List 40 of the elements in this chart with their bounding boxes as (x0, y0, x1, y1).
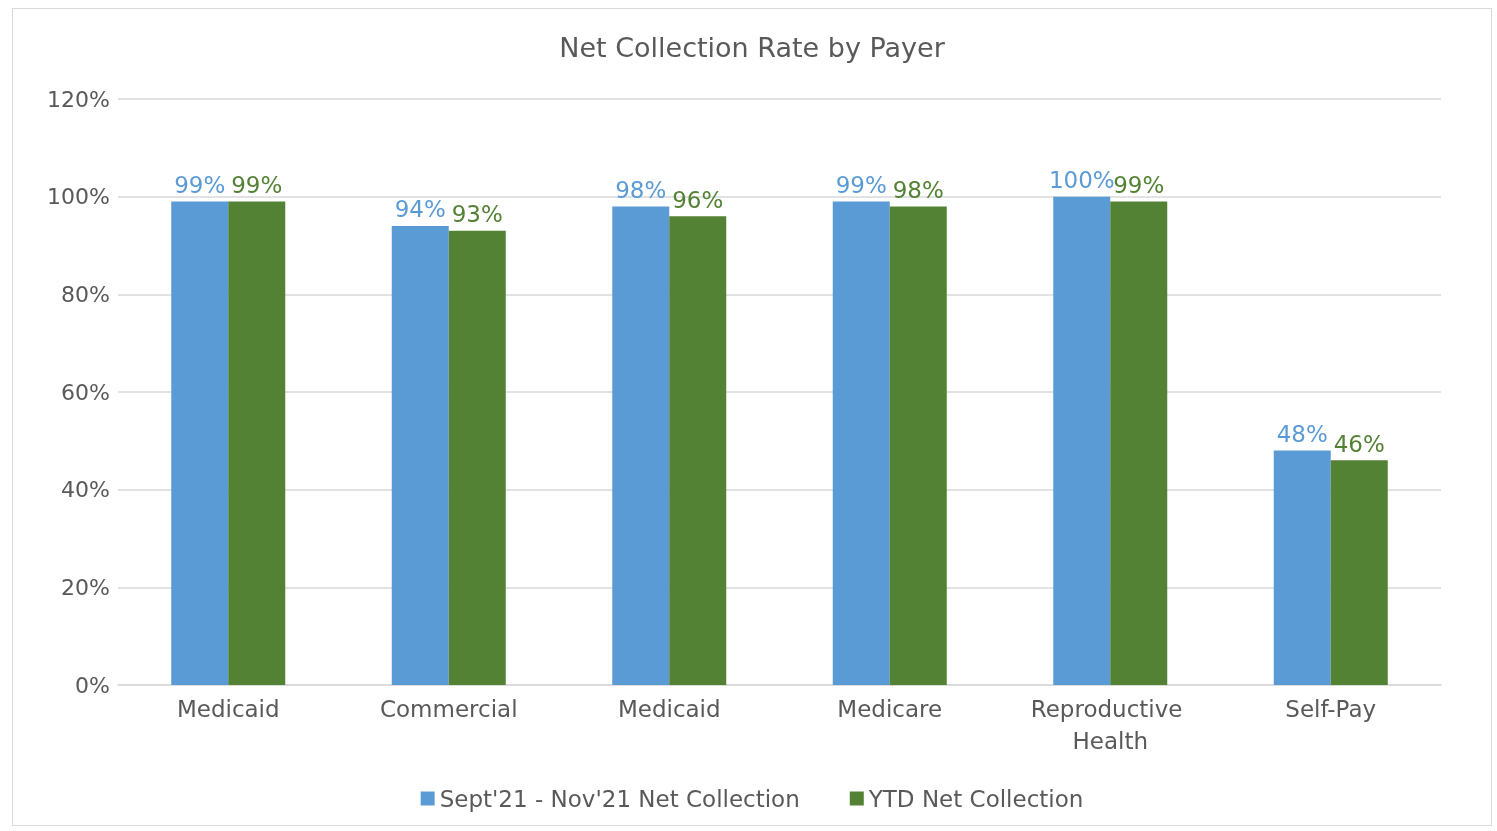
x-tick-label: Medicare (837, 696, 943, 722)
data-label: 100% (1048, 167, 1115, 194)
data-label: 48% (1276, 421, 1328, 448)
x-tick-label: Reproductive Health (1030, 696, 1190, 754)
data-label: 99% (174, 172, 226, 199)
x-tick-label: Medicaid (617, 696, 721, 722)
bar (832, 201, 890, 685)
y-tick-label: 100% (47, 184, 110, 210)
y-tick-label: 20% (61, 574, 110, 600)
x-tick-label: Self-Pay (1285, 696, 1377, 722)
data-label: 96% (672, 186, 724, 213)
chart-title: Net Collection Rate by Payer (559, 32, 946, 63)
x-tick-label: Commercial (379, 696, 518, 722)
y-tick-label: 80% (61, 281, 110, 307)
bar (1273, 450, 1331, 685)
bar (889, 206, 947, 685)
data-label: 46% (1333, 430, 1385, 457)
data-label: 99% (231, 172, 283, 199)
x-tick-label: Medicaid (176, 696, 280, 722)
bar (669, 216, 727, 685)
bar (391, 225, 449, 685)
y-tick-label: 60% (61, 379, 110, 405)
bar (228, 201, 286, 685)
data-label: 94% (394, 196, 446, 223)
bar (448, 230, 506, 685)
bar (612, 206, 670, 685)
data-label: 93% (451, 201, 503, 228)
data-label: 98% (615, 176, 667, 203)
bar (1330, 460, 1388, 685)
legend-label: YTD Net Collection (867, 785, 1084, 812)
bar (1110, 201, 1168, 685)
legend-label: Sept'21 - Nov'21 Net Collection (439, 785, 800, 812)
data-label: 99% (835, 172, 887, 199)
y-tick-label: 40% (61, 477, 110, 503)
bar (1053, 196, 1111, 685)
bar (171, 201, 229, 685)
data-label: 98% (892, 176, 944, 203)
data-label: 99% (1113, 172, 1165, 199)
y-tick-label: 0% (75, 672, 110, 698)
y-tick-label: 120% (47, 86, 110, 112)
